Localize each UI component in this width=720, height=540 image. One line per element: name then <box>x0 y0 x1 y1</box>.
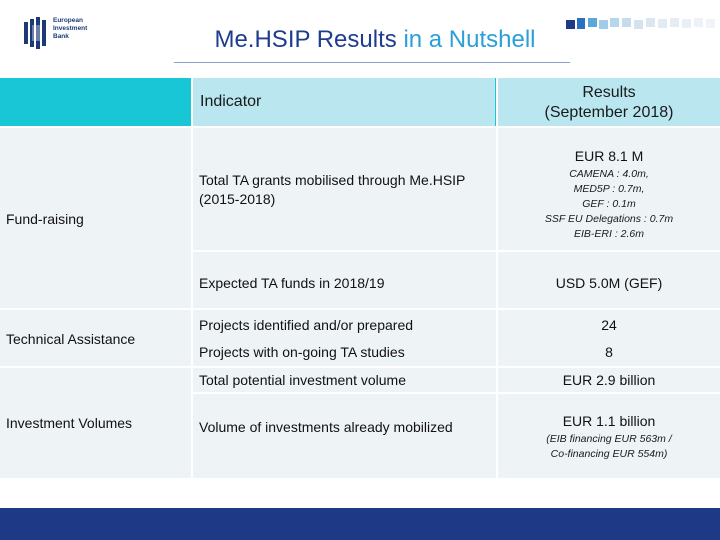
detail-line: MED5P : 0.7m, <box>573 183 645 195</box>
investment-row <box>0 368 720 478</box>
header-results-line1: Results <box>582 84 636 101</box>
row-divider <box>0 308 720 310</box>
column-divider <box>496 78 498 478</box>
page-title: Me.HSIP Results in a Nutshell <box>0 26 720 54</box>
result-investment-mobilized-details: (EIB financing EUR 563m / Co-financing E… <box>498 432 720 462</box>
detail-line: GEF : 0.1m <box>582 198 636 210</box>
title-accent: in a Nutshell <box>403 26 536 53</box>
technical-row <box>0 310 720 366</box>
row-divider <box>193 250 720 252</box>
indicator-projects-identified: Projects identified and/or prepared <box>199 317 414 333</box>
result-projects-ongoing: 8 <box>605 344 613 360</box>
group-technical-assistance: Technical Assistance <box>6 331 136 347</box>
header-results: Results (September 2018) <box>498 83 720 123</box>
result-projects-identified: 24 <box>601 317 617 333</box>
result-ta-grants-details: CAMENA : 4.0m, MED5P : 0.7m, GEF : 0.1m … <box>498 167 720 242</box>
header-results-line2: (September 2018) <box>544 104 674 121</box>
group-investment-volumes: Investment Volumes <box>6 415 133 431</box>
header-indicator: Indicator <box>200 93 262 110</box>
indicator-ta-grants: Total TA grants mobilised through Me.HSI… <box>199 172 466 207</box>
header-results-cell <box>498 78 720 126</box>
eib-logo-mark-icon <box>24 17 46 49</box>
logo-line: Investment <box>53 25 88 32</box>
detail-line: (EIB financing EUR 563m / <box>546 433 672 445</box>
result-expected-ta: USD 5.0M (GEF) <box>555 275 663 291</box>
title-main: Me.HSIP Results <box>214 26 397 53</box>
group-fundraising: Fund-raising <box>6 211 84 227</box>
fundraising-row <box>0 128 720 308</box>
header-indicator-cell <box>193 78 495 126</box>
detail-line: SSF EU Delegations : 0.7m <box>544 213 674 225</box>
logo-line: Bank <box>53 33 69 40</box>
indicator-projects-ongoing: Projects with on-going TA studies <box>199 344 405 360</box>
detail-line: CAMENA : 4.0m, <box>569 168 649 180</box>
detail-line: EIB-ERI : 2.6m <box>573 228 645 240</box>
column-divider <box>191 78 193 478</box>
eib-logo-text: European Investment Bank <box>53 17 123 41</box>
indicator-expected-ta: Expected TA funds in 2018/19 <box>199 275 385 291</box>
title-underline <box>174 62 570 63</box>
logo-line: European <box>53 17 83 24</box>
indicator-investment-mobilized: Volume of investments already mobilized <box>199 419 453 435</box>
row-divider <box>0 366 720 368</box>
detail-line: Co-financing EUR 554m) <box>550 448 668 460</box>
result-ta-grants: EUR 8.1 M <box>574 148 644 164</box>
row-divider <box>193 392 720 394</box>
result-investment-mobilized: EUR 1.1 billion <box>562 413 656 429</box>
footer-band <box>0 508 720 540</box>
indicator-total-investment: Total potential investment volume <box>199 372 406 388</box>
eib-logo: European Investment Bank <box>22 16 112 50</box>
result-total-investment: EUR 2.9 billion <box>562 372 656 388</box>
